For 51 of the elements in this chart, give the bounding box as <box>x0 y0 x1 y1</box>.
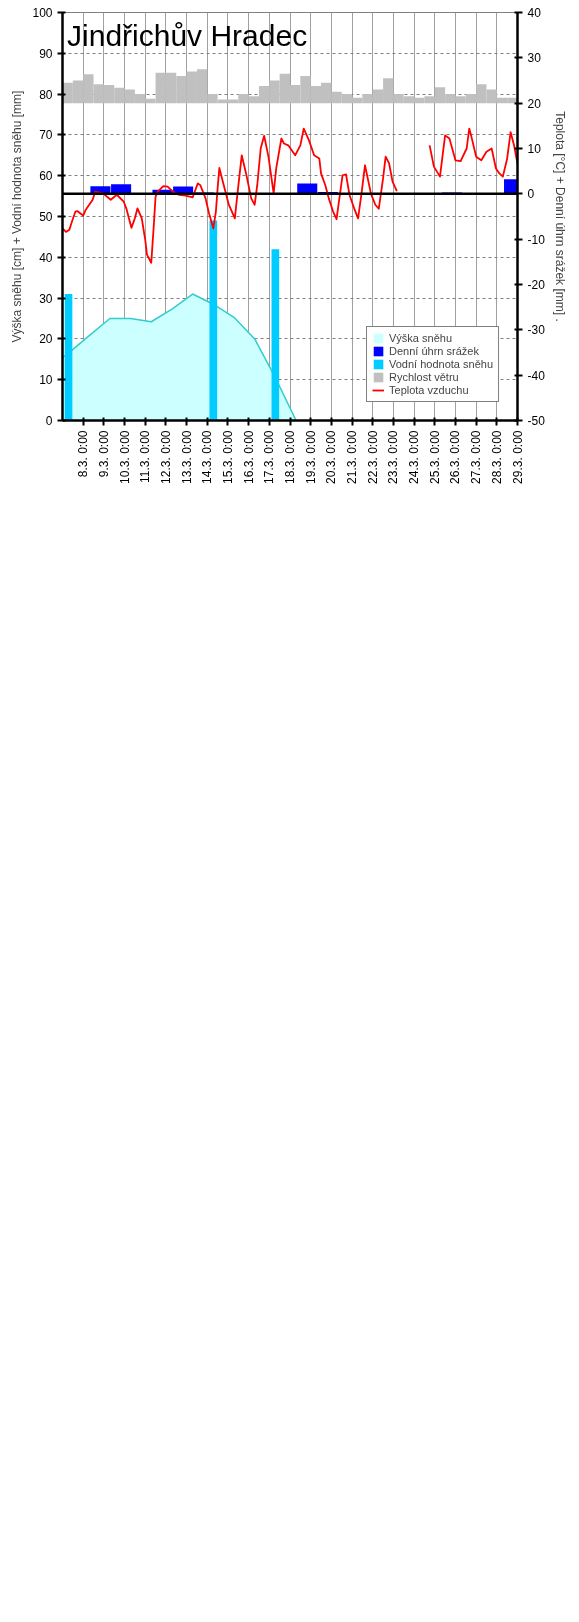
x-tick-label: 23.3. 0:00 <box>386 430 401 484</box>
legend-label: Teplota vzduchu <box>389 384 469 396</box>
y2-tick-label: -30 <box>527 323 546 338</box>
x-tick-label: 22.3. 0:00 <box>365 430 380 484</box>
y2-tick-label: -20 <box>527 278 546 292</box>
y-tick-label: 80 <box>39 87 53 102</box>
y-tick-label: 10 <box>39 373 53 388</box>
chart-title: Jindřichův Hradec <box>67 18 308 52</box>
x-tick-label: 12.3. 0:00 <box>158 430 173 484</box>
x-tick-label: 14.3. 0:00 <box>200 430 215 484</box>
y-tick-label: 0 <box>45 414 53 428</box>
x-tick-label: 17.3. 0:00 <box>262 430 277 484</box>
y2-tick-label: 0 <box>527 187 535 202</box>
legend-label: Výška sněhu <box>389 332 452 344</box>
x-tick-label: 10.3. 0:00 <box>117 430 132 484</box>
x-tick-label: 26.3. 0:00 <box>448 430 463 484</box>
y-axis-title: Výška sněhu [cm] + Vodní hodnota sněhu [mm] <box>10 90 25 343</box>
x-tick-label: 13.3. 0:00 <box>179 430 194 484</box>
y-tick-label: 50 <box>39 210 53 224</box>
y2-tick-label: -10 <box>527 232 546 247</box>
x-tick-label: 21.3. 0:00 <box>345 430 360 484</box>
y2-tick-label: -40 <box>527 368 546 383</box>
y-tick-label: 60 <box>39 169 53 184</box>
y-tick-label: 20 <box>39 332 53 347</box>
y2-axis-title: Teplota [°C] + Denní úhrn srážek [mm] . <box>552 111 567 322</box>
x-tick-label: 25.3. 0:00 <box>427 430 442 484</box>
x-tick-label: 28.3. 0:00 <box>489 430 504 484</box>
y-tick-label: 30 <box>39 291 53 306</box>
x-tick-label: 11.3. 0:00 <box>138 430 153 483</box>
x-tick-label: 15.3. 0:00 <box>220 430 235 484</box>
x-tick-label: 16.3. 0:00 <box>241 430 256 484</box>
y-tick-label: 100 <box>32 6 53 20</box>
x-tick-label: 20.3. 0:00 <box>324 430 339 484</box>
legend-label: Vodní hodnota sněhu <box>389 358 493 370</box>
x-tick-label: 29.3. 0:00 <box>510 430 525 484</box>
y2-tick-label: 30 <box>527 51 542 66</box>
x-tick-label: 27.3. 0:00 <box>469 430 484 484</box>
y2-tick-label: 10 <box>527 142 542 156</box>
y2-tick-label: -50 <box>527 414 546 428</box>
legend-label: Rychlost větru <box>389 371 459 383</box>
x-tick-label: 8.3. 0:00 <box>76 430 91 478</box>
x-tick-label: 19.3. 0:00 <box>303 430 318 484</box>
x-tick-label: 24.3. 0:00 <box>407 430 422 484</box>
y-tick-label: 70 <box>39 128 53 143</box>
x-tick-label: 18.3. 0:00 <box>283 430 297 484</box>
y-tick-label: 90 <box>39 46 53 61</box>
y-tick-label: 40 <box>39 250 53 265</box>
y2-tick-label: 20 <box>527 96 542 111</box>
y2-tick-label: 40 <box>527 6 542 20</box>
legend-label: Denní úhrn srážek <box>389 345 479 357</box>
x-tick-label: 9.3. 0:00 <box>96 430 111 478</box>
